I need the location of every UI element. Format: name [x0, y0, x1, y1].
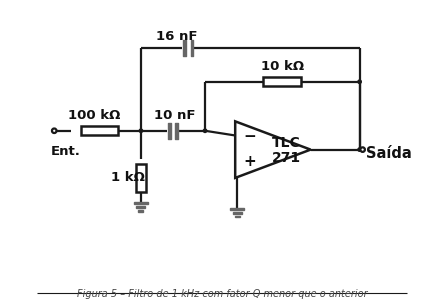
Bar [136, 164, 146, 192]
Text: TLC: TLC [272, 136, 301, 150]
Circle shape [203, 129, 207, 132]
Text: 10 kΩ: 10 kΩ [261, 61, 304, 73]
Circle shape [361, 147, 365, 152]
Text: 10 nF: 10 nF [154, 109, 196, 122]
Polygon shape [233, 212, 242, 214]
Polygon shape [234, 216, 239, 217]
Polygon shape [139, 210, 143, 211]
Text: +: + [243, 154, 256, 169]
Polygon shape [135, 202, 147, 204]
Polygon shape [235, 121, 311, 178]
Text: 1 kΩ: 1 kΩ [111, 171, 145, 185]
Text: 16 nF: 16 nF [156, 30, 198, 43]
Bar [81, 126, 118, 135]
Circle shape [358, 148, 361, 151]
Text: Ent.: Ent. [51, 145, 80, 158]
Text: 271: 271 [272, 151, 301, 165]
Circle shape [358, 80, 361, 83]
Bar [263, 77, 301, 86]
Polygon shape [136, 206, 146, 208]
Text: 100 kΩ: 100 kΩ [67, 109, 120, 122]
Text: Saída: Saída [366, 146, 412, 161]
Polygon shape [230, 208, 244, 210]
Circle shape [52, 128, 56, 133]
Circle shape [139, 129, 143, 132]
Text: Figura 5 – Filtro de 1 kHz com fator Q menor que o anterior: Figura 5 – Filtro de 1 kHz com fator Q m… [77, 289, 367, 299]
Text: −: − [243, 129, 256, 145]
